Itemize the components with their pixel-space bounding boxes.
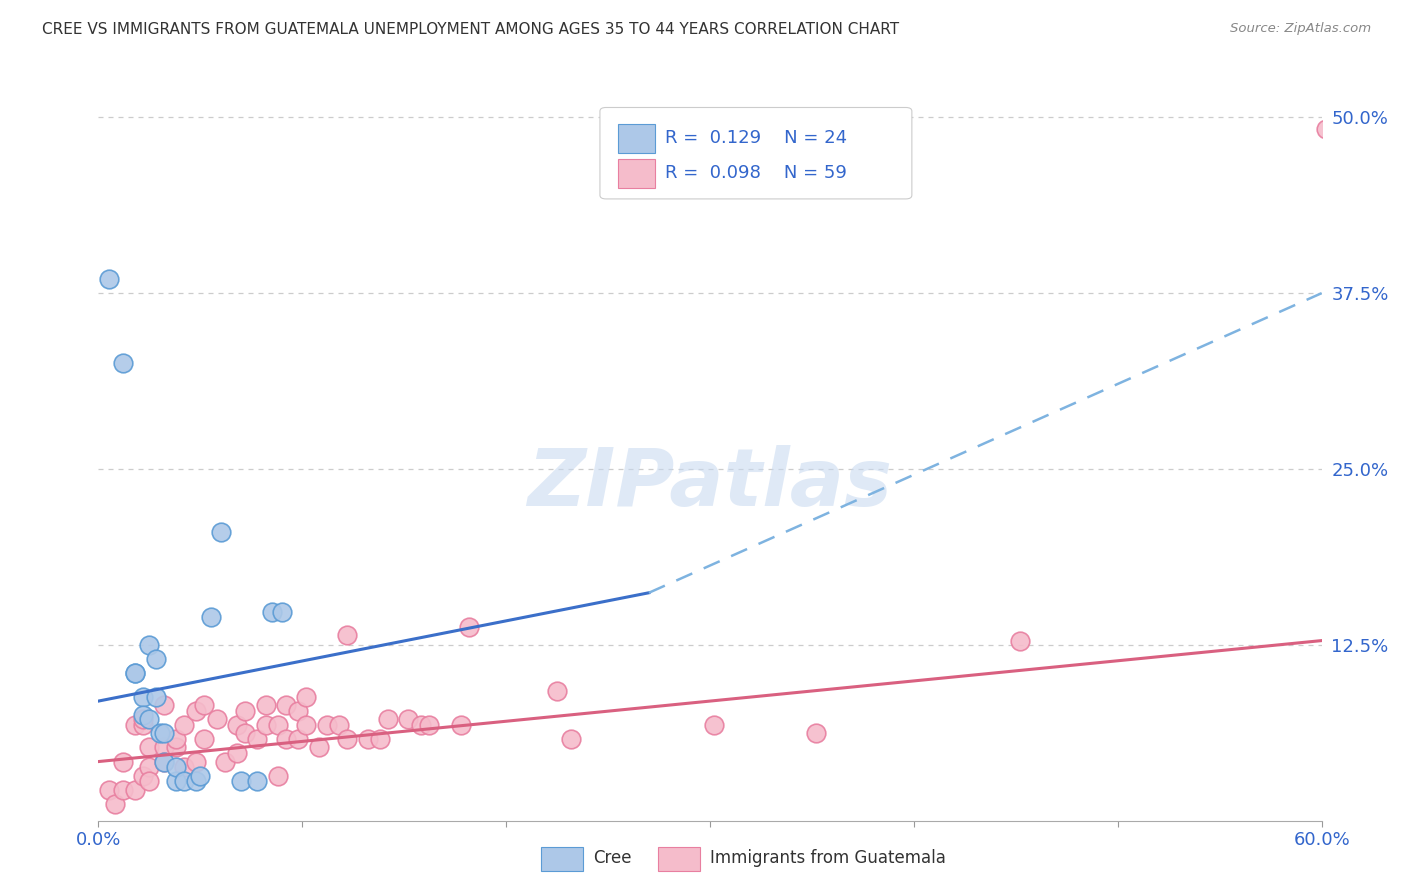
Point [124, 665, 146, 680]
Point [328, 718, 350, 732]
Point [132, 769, 155, 783]
Point [186, 704, 208, 718]
Point [260, 606, 283, 620]
Point [145, 690, 167, 704]
Text: R =  0.098    N = 59: R = 0.098 N = 59 [665, 164, 846, 182]
Point [546, 684, 568, 698]
Point [165, 740, 187, 755]
Point [152, 755, 174, 769]
Point [132, 718, 155, 732]
Point [209, 525, 232, 540]
Point [233, 704, 256, 718]
Point [1315, 121, 1337, 136]
Point [246, 732, 269, 747]
FancyBboxPatch shape [600, 108, 912, 199]
Point [186, 755, 208, 769]
Text: Cree: Cree [593, 849, 631, 867]
Point [356, 732, 378, 747]
Point [287, 704, 309, 718]
Point [97, 272, 120, 286]
Point [193, 732, 215, 747]
Point [152, 755, 174, 769]
Point [149, 726, 172, 740]
Point [97, 782, 120, 797]
Point [254, 698, 277, 713]
Point [270, 606, 294, 620]
Point [295, 718, 318, 732]
Point [111, 755, 134, 769]
Point [274, 732, 297, 747]
Point [111, 357, 134, 371]
Point [267, 769, 290, 783]
Point [336, 628, 359, 642]
Point [138, 774, 160, 789]
Point [152, 740, 174, 755]
Point [287, 732, 309, 747]
Point [214, 755, 236, 769]
Point [124, 665, 146, 680]
Point [132, 712, 155, 726]
Point [804, 726, 827, 740]
Point [165, 732, 187, 747]
Bar [619, 159, 655, 188]
Point [458, 619, 481, 633]
Point [173, 718, 195, 732]
Point [246, 774, 269, 789]
Point [132, 708, 155, 723]
Point [274, 698, 297, 713]
Point [1008, 633, 1031, 648]
Point [138, 638, 160, 652]
Point [295, 690, 318, 704]
Bar [619, 124, 655, 153]
Text: Source: ZipAtlas.com: Source: ZipAtlas.com [1230, 22, 1371, 36]
Point [233, 726, 256, 740]
Point [132, 690, 155, 704]
Point [104, 797, 127, 811]
Point [418, 718, 440, 732]
Point [409, 718, 432, 732]
Point [138, 712, 160, 726]
Point [145, 652, 167, 666]
Text: ZIPatlas: ZIPatlas [527, 445, 893, 524]
Text: CREE VS IMMIGRANTS FROM GUATEMALA UNEMPLOYMENT AMONG AGES 35 TO 44 YEARS CORRELA: CREE VS IMMIGRANTS FROM GUATEMALA UNEMPL… [42, 22, 900, 37]
Point [336, 732, 359, 747]
Point [165, 774, 187, 789]
Point [173, 760, 195, 774]
Point [138, 740, 160, 755]
Point [254, 718, 277, 732]
Point [560, 732, 582, 747]
Point [267, 718, 290, 732]
Point [193, 698, 215, 713]
Point [124, 718, 146, 732]
Point [450, 718, 472, 732]
Point [703, 718, 725, 732]
Point [226, 746, 249, 760]
Point [124, 782, 146, 797]
Text: R =  0.129    N = 24: R = 0.129 N = 24 [665, 129, 846, 147]
Point [173, 774, 195, 789]
Point [152, 726, 174, 740]
Point [111, 782, 134, 797]
Point [226, 718, 249, 732]
Point [205, 712, 228, 726]
Text: Immigrants from Guatemala: Immigrants from Guatemala [710, 849, 946, 867]
Point [188, 769, 212, 783]
Point [377, 712, 399, 726]
Point [138, 760, 160, 774]
Point [165, 760, 187, 774]
Point [368, 732, 391, 747]
Point [186, 774, 208, 789]
Point [315, 718, 337, 732]
Point [396, 712, 419, 726]
Point [231, 774, 253, 789]
Point [152, 698, 174, 713]
Point [200, 609, 222, 624]
Point [308, 740, 330, 755]
